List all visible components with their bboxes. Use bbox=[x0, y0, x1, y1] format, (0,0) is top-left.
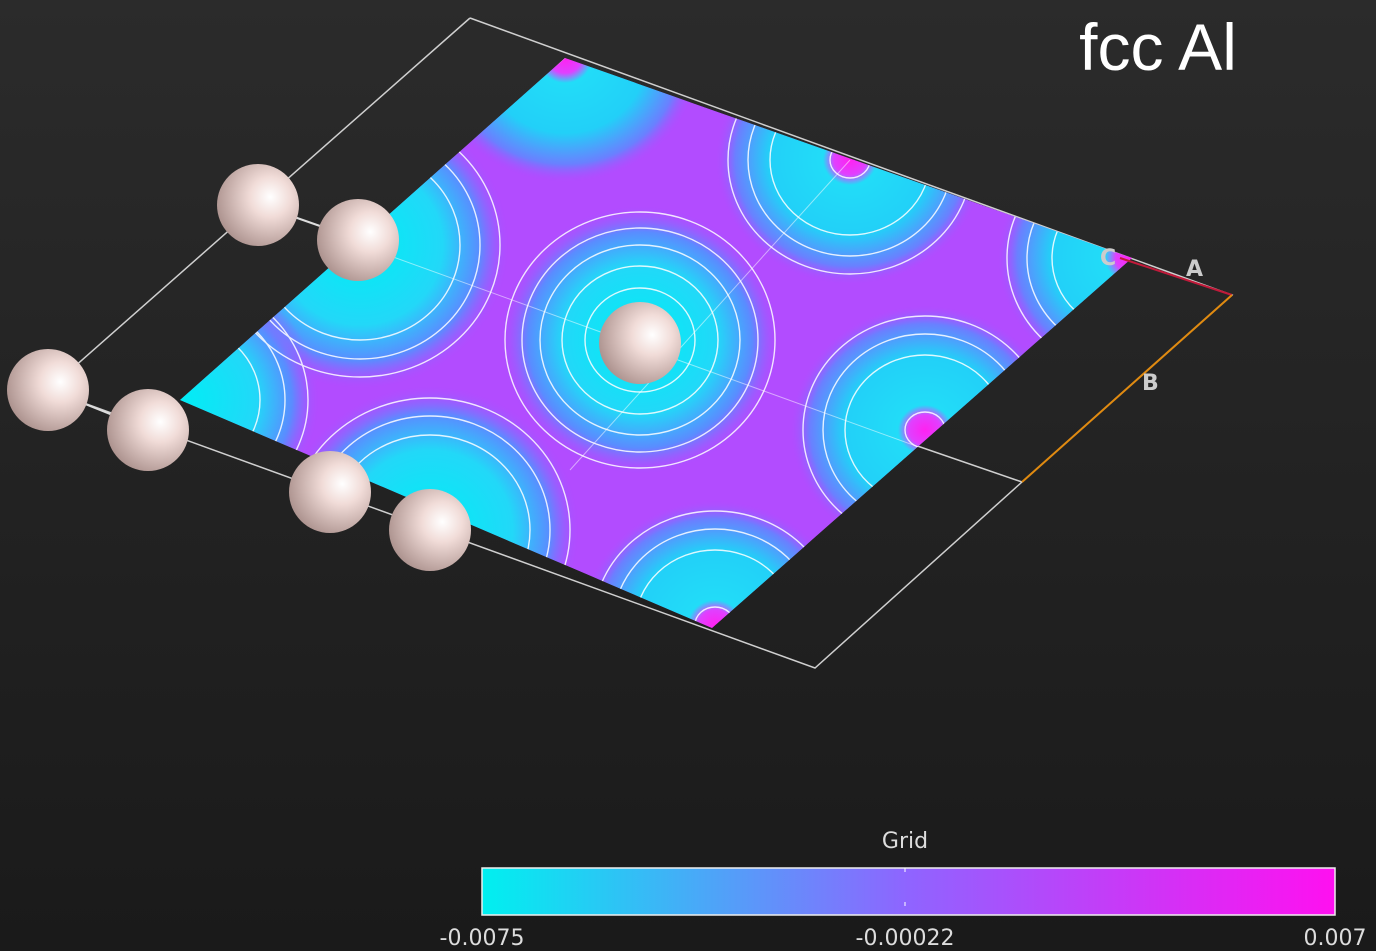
title: fcc Al bbox=[1079, 10, 1237, 84]
axis-b-label: B bbox=[1142, 371, 1159, 396]
colorbar-title: Grid bbox=[882, 829, 928, 854]
axis-indicator: A B C bbox=[1021, 246, 1233, 483]
atoms bbox=[7, 164, 681, 571]
colorbar-max: 0.007 bbox=[1304, 926, 1367, 951]
colorbar-mid: -0.00022 bbox=[856, 926, 955, 951]
axis-c-label: C bbox=[1100, 246, 1116, 271]
colorbar-min: -0.0075 bbox=[440, 926, 525, 951]
axis-a-label: A bbox=[1186, 257, 1203, 282]
colorbar: Grid -0.0075 -0.00022 0.007 bbox=[440, 829, 1367, 951]
